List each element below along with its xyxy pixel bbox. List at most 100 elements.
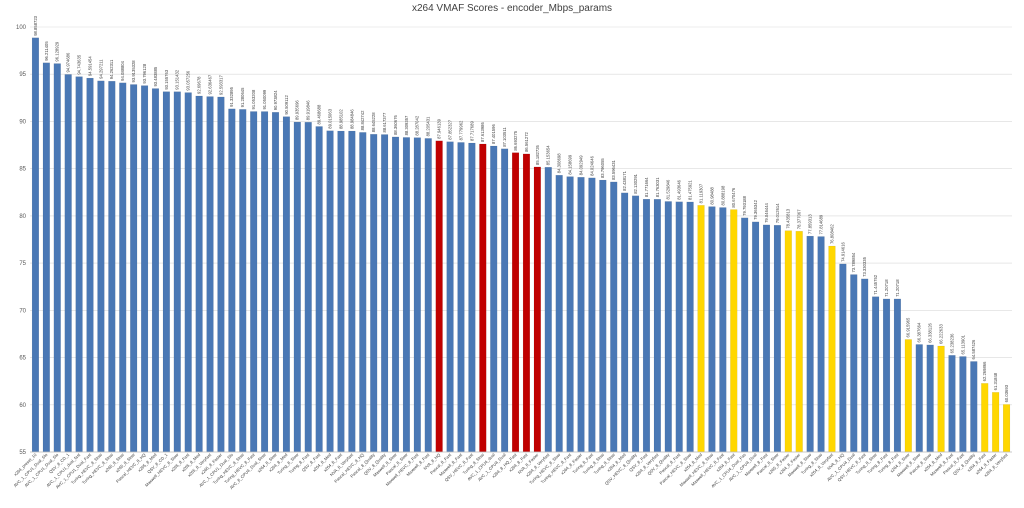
bar: [621, 192, 629, 453]
bar: [915, 344, 923, 453]
data-label: 62.269866: [982, 361, 987, 381]
bar: [370, 134, 378, 453]
data-label: 86.693275: [513, 130, 518, 150]
data-label: 89.015063: [327, 108, 332, 128]
bar: [828, 245, 836, 453]
bar: [250, 111, 258, 453]
bar: [119, 82, 127, 453]
data-label: 71.445752: [873, 274, 878, 294]
data-label: 79.793188: [742, 195, 747, 215]
bar: [141, 85, 149, 453]
data-label: 66.222633: [938, 324, 943, 344]
data-label: 71.20718: [884, 279, 889, 297]
bar: [435, 140, 443, 453]
bar: [893, 298, 901, 453]
data-label: 81.763031: [655, 177, 660, 197]
bar: [762, 224, 771, 453]
data-label: 79.046444: [764, 202, 769, 222]
data-label: 87.717689: [469, 121, 474, 141]
bar: [86, 77, 94, 453]
data-label: 65.113901: [960, 334, 965, 354]
y-tick-label: 55: [19, 450, 26, 456]
bar: [861, 278, 869, 453]
data-label: 81.771664: [644, 177, 649, 197]
bar: [75, 76, 83, 453]
data-label: 98.858723: [33, 15, 38, 35]
bar: [533, 166, 541, 453]
bar: [239, 109, 247, 453]
bar: [588, 177, 596, 453]
bar: [457, 142, 465, 453]
bar: [479, 143, 487, 453]
data-label: 73.330335: [862, 256, 867, 276]
data-label: 73.789854: [851, 252, 856, 272]
data-label: 80.98488: [709, 186, 714, 204]
data-label: 88.287042: [415, 115, 420, 135]
data-label: 94.591454: [87, 56, 92, 76]
bar: [337, 130, 345, 453]
bar: [381, 134, 389, 453]
bar: [424, 138, 432, 453]
bar: [959, 356, 967, 453]
bar: [610, 181, 618, 453]
bar: [522, 153, 530, 453]
data-label: 94.974686: [66, 52, 71, 72]
bar: [206, 96, 214, 453]
y-tick-label: 90: [19, 119, 26, 125]
bar: [981, 383, 989, 453]
bar: [184, 92, 192, 453]
bar: [948, 355, 956, 453]
bar: [872, 296, 880, 453]
data-label: 88.360676: [393, 114, 398, 134]
bar: [555, 175, 563, 453]
data-label: 87.103511: [502, 127, 507, 147]
data-label: 94.088804: [120, 60, 125, 80]
data-label: 82.438171: [622, 170, 627, 190]
data-label: 71.20718: [895, 279, 900, 297]
data-label: 93.155763: [164, 69, 169, 89]
bar: [1003, 404, 1011, 453]
data-label: 84.024646: [589, 155, 594, 175]
data-label: 87.852327: [447, 119, 452, 139]
data-label: 66.338126: [928, 322, 933, 342]
data-label: 88.842742: [360, 110, 365, 130]
bar: [566, 176, 574, 453]
data-label: 81.529846: [666, 179, 671, 199]
bar: [402, 137, 410, 453]
bar: [795, 231, 803, 453]
bar: [882, 298, 891, 453]
data-label: 93.057256: [186, 70, 191, 90]
bar: [282, 116, 290, 453]
bar: [577, 177, 585, 453]
bar: [741, 217, 749, 453]
data-label: 60.03693: [1004, 384, 1009, 402]
bar: [686, 201, 694, 453]
bar: [697, 205, 705, 453]
data-label: 83.796055: [600, 158, 605, 178]
y-tick-label: 75: [19, 261, 26, 267]
data-label: 92.636467: [207, 74, 212, 94]
data-label: 87.779962: [458, 120, 463, 140]
bar: [108, 81, 116, 453]
data-label: 92.593317: [218, 74, 223, 94]
data-label: 64.587426: [971, 339, 976, 359]
data-label: 89.919846: [306, 100, 311, 120]
bar: [599, 179, 607, 453]
data-label: 80.888198: [720, 185, 725, 205]
data-label: 93.796128: [142, 63, 147, 83]
data-label: 94.262311: [109, 59, 114, 79]
bar: [217, 96, 225, 453]
data-label: 82.130291: [633, 173, 638, 193]
bar: [970, 361, 978, 453]
data-label: 96.128929: [55, 41, 60, 61]
bar: [348, 130, 356, 453]
data-label: 87.401596: [491, 124, 496, 144]
bar: [512, 152, 520, 453]
data-label: 88.645228: [371, 112, 376, 132]
bar: [675, 201, 683, 453]
bar: [501, 148, 509, 453]
data-label: 91.053208: [251, 89, 256, 109]
bar: [806, 235, 814, 453]
